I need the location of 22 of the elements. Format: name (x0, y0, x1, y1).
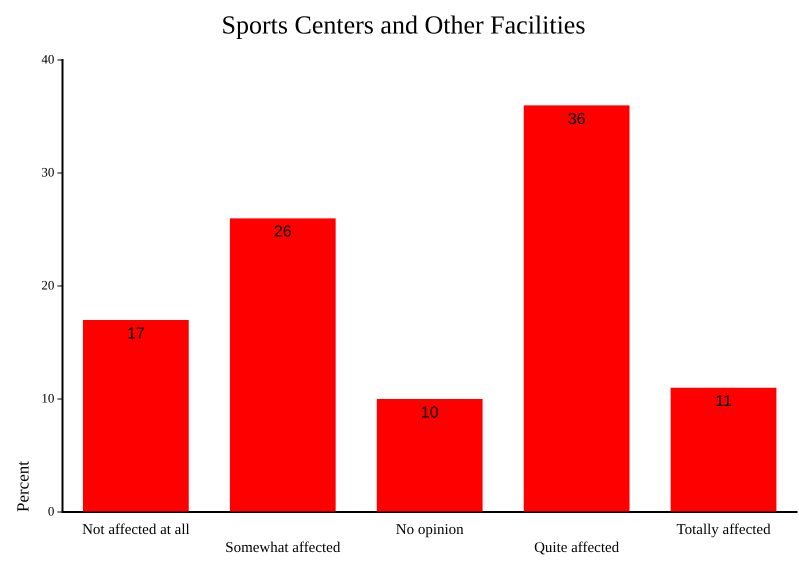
x-tick-label: No opinion (396, 522, 464, 538)
data-label: 36 (568, 110, 586, 128)
x-tick-label: Totally affected (676, 522, 772, 538)
y-axis-title: Percent (14, 460, 33, 512)
data-label: 26 (274, 224, 292, 241)
y-tick-label: 10 (41, 390, 54, 406)
chart-title: Sports Centers and Other Facilities (222, 10, 586, 40)
y-tick-label: 30 (41, 164, 54, 180)
bar (670, 388, 776, 512)
bar (82, 320, 189, 512)
y-tick-label: 20 (41, 278, 54, 293)
data-label: 17 (126, 325, 145, 342)
y-tick-label: 0 (48, 503, 54, 518)
y-tick-label: 40 (41, 52, 54, 67)
x-tick-label: Not affected at all (82, 522, 190, 538)
bar (524, 105, 630, 512)
x-tick-label: Somewhat affected (225, 540, 341, 556)
bar (230, 218, 336, 512)
x-tick-label: Quite affected (534, 540, 620, 556)
bar (376, 399, 483, 512)
data-label: 11 (715, 393, 732, 410)
data-label: 10 (420, 404, 439, 422)
